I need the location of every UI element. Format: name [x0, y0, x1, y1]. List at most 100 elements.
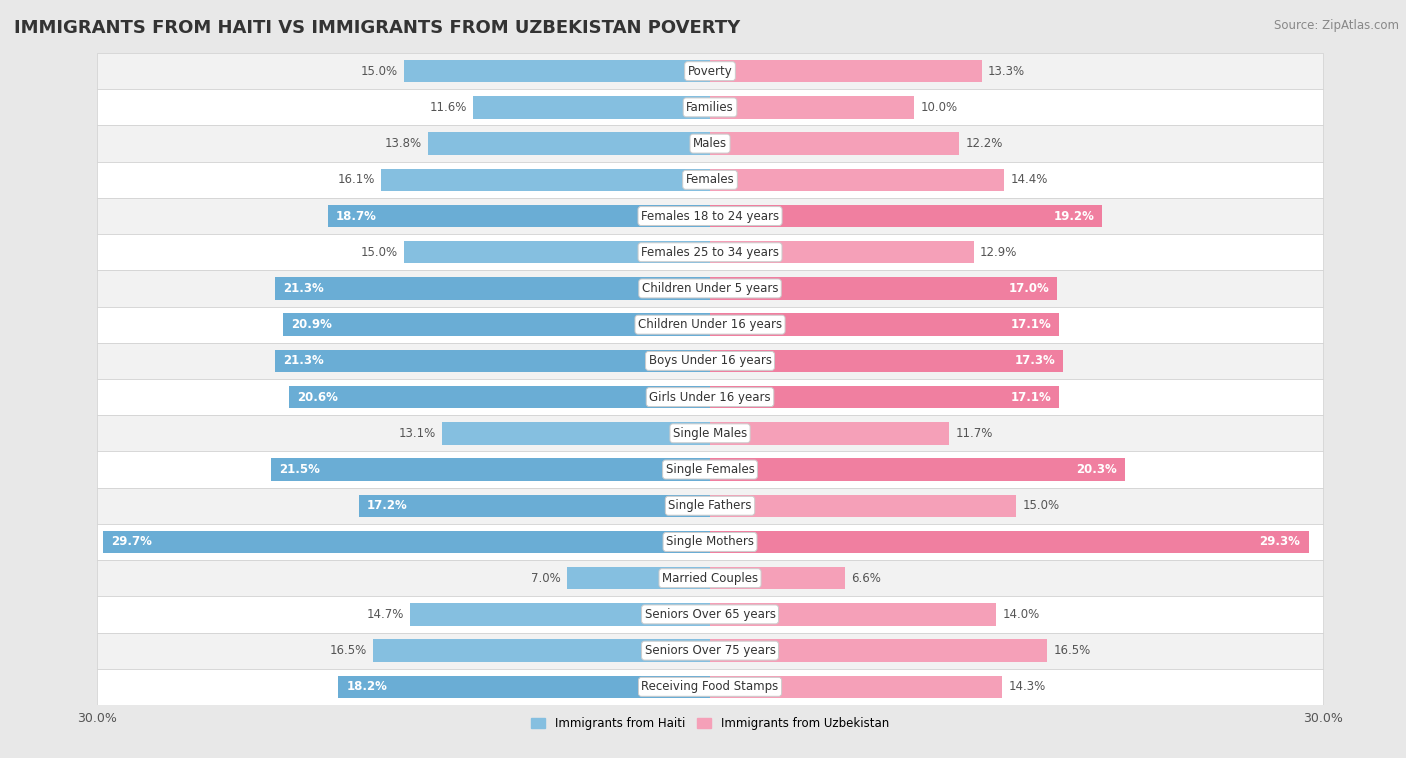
Text: 21.5%: 21.5% [278, 463, 319, 476]
Bar [710, 567, 845, 590]
Text: 15.0%: 15.0% [1022, 500, 1060, 512]
Text: 12.2%: 12.2% [966, 137, 1002, 150]
Bar [710, 168, 1004, 191]
Bar [443, 422, 710, 444]
Text: 11.7%: 11.7% [955, 427, 993, 440]
Text: 11.6%: 11.6% [429, 101, 467, 114]
Text: 17.3%: 17.3% [1015, 355, 1056, 368]
Text: Married Couples: Married Couples [662, 572, 758, 584]
Bar [710, 531, 1309, 553]
Text: 20.9%: 20.9% [291, 318, 332, 331]
Text: IMMIGRANTS FROM HAITI VS IMMIGRANTS FROM UZBEKISTAN POVERTY: IMMIGRANTS FROM HAITI VS IMMIGRANTS FROM… [14, 19, 741, 37]
Text: 29.3%: 29.3% [1260, 535, 1301, 549]
Bar [567, 567, 710, 590]
Text: 17.1%: 17.1% [1011, 390, 1052, 403]
Text: 19.2%: 19.2% [1053, 209, 1094, 223]
Text: Single Males: Single Males [673, 427, 747, 440]
FancyBboxPatch shape [97, 53, 1323, 89]
FancyBboxPatch shape [97, 379, 1323, 415]
Bar [373, 640, 710, 662]
FancyBboxPatch shape [97, 524, 1323, 560]
Bar [710, 675, 1002, 698]
Text: Females 25 to 34 years: Females 25 to 34 years [641, 246, 779, 258]
Text: 14.4%: 14.4% [1011, 174, 1047, 186]
Bar [404, 241, 710, 264]
Text: Seniors Over 65 years: Seniors Over 65 years [644, 608, 776, 621]
Bar [472, 96, 710, 118]
Text: 16.1%: 16.1% [337, 174, 375, 186]
Text: 7.0%: 7.0% [531, 572, 561, 584]
FancyBboxPatch shape [97, 343, 1323, 379]
Bar [710, 241, 973, 264]
Text: Single Mothers: Single Mothers [666, 535, 754, 549]
Text: Seniors Over 75 years: Seniors Over 75 years [644, 644, 776, 657]
Bar [271, 459, 710, 481]
FancyBboxPatch shape [97, 161, 1323, 198]
FancyBboxPatch shape [97, 487, 1323, 524]
Bar [710, 603, 995, 625]
Text: Children Under 16 years: Children Under 16 years [638, 318, 782, 331]
Text: Families: Families [686, 101, 734, 114]
Text: 15.0%: 15.0% [360, 64, 398, 77]
Text: Source: ZipAtlas.com: Source: ZipAtlas.com [1274, 19, 1399, 32]
Bar [710, 133, 959, 155]
Text: 17.2%: 17.2% [367, 500, 408, 512]
Bar [710, 314, 1059, 336]
Text: 20.3%: 20.3% [1076, 463, 1116, 476]
FancyBboxPatch shape [97, 306, 1323, 343]
FancyBboxPatch shape [97, 271, 1323, 306]
Text: 13.1%: 13.1% [399, 427, 436, 440]
FancyBboxPatch shape [97, 669, 1323, 705]
FancyBboxPatch shape [97, 198, 1323, 234]
Text: 21.3%: 21.3% [283, 282, 323, 295]
FancyBboxPatch shape [97, 234, 1323, 271]
Text: 16.5%: 16.5% [1053, 644, 1091, 657]
Bar [274, 349, 710, 372]
FancyBboxPatch shape [97, 452, 1323, 487]
Text: Single Fathers: Single Fathers [668, 500, 752, 512]
Bar [710, 640, 1047, 662]
Text: Males: Males [693, 137, 727, 150]
Text: 20.6%: 20.6% [297, 390, 339, 403]
Text: 13.8%: 13.8% [385, 137, 422, 150]
Bar [710, 96, 914, 118]
Bar [710, 422, 949, 444]
Bar [359, 494, 710, 517]
FancyBboxPatch shape [97, 415, 1323, 452]
Bar [381, 168, 710, 191]
Text: Girls Under 16 years: Girls Under 16 years [650, 390, 770, 403]
Bar [409, 603, 710, 625]
Bar [710, 459, 1125, 481]
Bar [427, 133, 710, 155]
Text: 13.3%: 13.3% [988, 64, 1025, 77]
Text: 18.2%: 18.2% [346, 681, 387, 694]
Bar [710, 494, 1017, 517]
Text: 6.6%: 6.6% [851, 572, 882, 584]
Text: 21.3%: 21.3% [283, 355, 323, 368]
FancyBboxPatch shape [97, 126, 1323, 161]
Text: Boys Under 16 years: Boys Under 16 years [648, 355, 772, 368]
Text: 15.0%: 15.0% [360, 246, 398, 258]
Text: 14.7%: 14.7% [366, 608, 404, 621]
Bar [274, 277, 710, 299]
Bar [710, 60, 981, 83]
Bar [710, 349, 1063, 372]
Text: Females: Females [686, 174, 734, 186]
Text: 17.1%: 17.1% [1011, 318, 1052, 331]
Bar [710, 205, 1102, 227]
Text: Children Under 5 years: Children Under 5 years [641, 282, 779, 295]
Text: 10.0%: 10.0% [921, 101, 957, 114]
Text: 17.0%: 17.0% [1008, 282, 1049, 295]
Text: 16.5%: 16.5% [329, 644, 367, 657]
Text: 14.0%: 14.0% [1002, 608, 1039, 621]
Bar [710, 386, 1059, 409]
Bar [710, 277, 1057, 299]
Bar [339, 675, 710, 698]
Text: Females 18 to 24 years: Females 18 to 24 years [641, 209, 779, 223]
Legend: Immigrants from Haiti, Immigrants from Uzbekistan: Immigrants from Haiti, Immigrants from U… [526, 713, 894, 735]
Text: Poverty: Poverty [688, 64, 733, 77]
Bar [290, 386, 710, 409]
Text: Receiving Food Stamps: Receiving Food Stamps [641, 681, 779, 694]
FancyBboxPatch shape [97, 89, 1323, 126]
Bar [283, 314, 710, 336]
